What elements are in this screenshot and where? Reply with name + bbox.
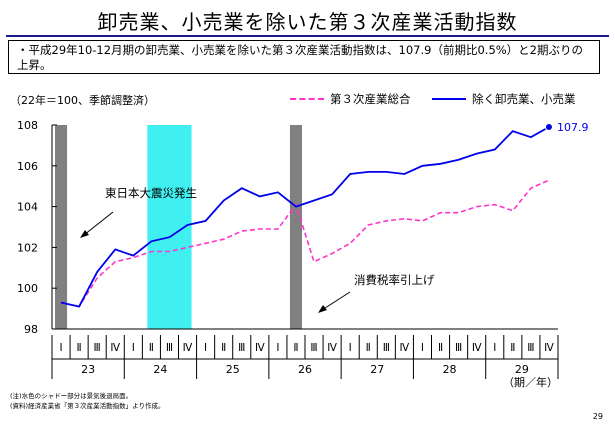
quarter-label: Ⅲ xyxy=(455,342,462,354)
quarter-label: Ⅰ xyxy=(59,342,62,354)
quarter-label: Ⅳ xyxy=(544,342,554,354)
y-tick-label-108: 108 xyxy=(17,119,38,132)
x-axis-unit-label: （期／年） xyxy=(503,375,558,389)
quarter-label: Ⅰ xyxy=(493,342,496,354)
quarter-label: Ⅳ xyxy=(327,342,337,354)
quarter-label: Ⅰ xyxy=(204,342,207,354)
series-line-ex xyxy=(60,126,550,308)
quarter-label: Ⅲ xyxy=(166,342,173,354)
annotation-arrowhead-tax-hike xyxy=(318,305,327,313)
quarter-label: Ⅱ xyxy=(149,342,154,354)
year-label: 29 xyxy=(515,363,529,376)
year-label: 23 xyxy=(81,363,95,376)
quarter-label: Ⅰ xyxy=(276,342,279,354)
footnote-source: (資料)経済産業省「第３次産業活動指数」より作成。 xyxy=(10,402,165,410)
annotation-arrowhead-earthquake xyxy=(80,230,89,238)
quarter-label: Ⅲ xyxy=(94,342,101,354)
legend-swatch-ex xyxy=(432,98,466,100)
legend-label-total: 第３次産業総合 xyxy=(330,92,411,106)
year-label: 26 xyxy=(298,363,312,376)
summary-text: ・平成29年10-12月期の卸売業、小売業を除いた第３次産業活動指数は、107.… xyxy=(17,43,583,72)
quarter-label: Ⅳ xyxy=(255,342,265,354)
y-tick-label-98: 98 xyxy=(24,323,38,336)
quarter-label: Ⅳ xyxy=(110,342,120,354)
legend-label-ex: 除く卸売業、小売業 xyxy=(472,92,576,106)
quarter-label: Ⅱ xyxy=(221,342,226,354)
quarter-label: Ⅳ xyxy=(400,342,410,354)
quarter-label: Ⅱ xyxy=(293,342,298,354)
quarter-label: Ⅰ xyxy=(349,342,352,354)
unit-note: （22年＝100、季節調整済） xyxy=(10,94,155,107)
last-value-label: 107.9 xyxy=(557,121,589,134)
page-title: 卸売業、小売業を除いた第３次産業活動指数 xyxy=(97,10,518,34)
quarter-label: Ⅲ xyxy=(310,342,317,354)
quarter-label: Ⅰ xyxy=(421,342,424,354)
y-tick-label-106: 106 xyxy=(17,160,38,173)
quarter-label: Ⅲ xyxy=(383,342,390,354)
event-bar-2 xyxy=(289,125,302,329)
annotation-arrow-earthquake xyxy=(83,211,114,236)
last-point-marker xyxy=(544,123,553,132)
quarter-label: Ⅱ xyxy=(77,342,82,354)
y-tick-label-104: 104 xyxy=(17,201,38,214)
quarter-label: Ⅲ xyxy=(527,342,534,354)
annotation-tax-hike: 消費税率引上げ xyxy=(354,273,435,287)
year-label: 27 xyxy=(370,363,384,376)
quarter-label: Ⅲ xyxy=(238,342,245,354)
y-tick-label-100: 100 xyxy=(17,282,38,295)
title-underline xyxy=(6,35,609,37)
quarter-label: Ⅱ xyxy=(510,342,515,354)
annotation-arrow-tax-hike xyxy=(321,291,351,311)
legend-swatch-total xyxy=(290,98,324,100)
year-label: 24 xyxy=(153,363,167,376)
year-label: 28 xyxy=(443,363,457,376)
page-number: 29 xyxy=(592,412,603,421)
quarter-label: Ⅰ xyxy=(132,342,135,354)
footnote-recession: (注)水色のシャドー部分は景気後退局面。 xyxy=(10,392,133,400)
quarter-label: Ⅳ xyxy=(472,342,482,354)
summary-box: ・平成29年10-12月期の卸売業、小売業を除いた第３次産業活動指数は、107.… xyxy=(8,40,600,74)
quarter-label: Ⅱ xyxy=(438,342,443,354)
y-tick-label-102: 102 xyxy=(17,241,38,254)
event-bar-0 xyxy=(55,125,68,329)
quarter-label: Ⅳ xyxy=(183,342,193,354)
year-label: 25 xyxy=(226,363,240,376)
series-line-total xyxy=(60,179,550,308)
annotation-earthquake: 東日本大震災発生 xyxy=(105,186,197,200)
quarter-label: Ⅱ xyxy=(366,342,371,354)
